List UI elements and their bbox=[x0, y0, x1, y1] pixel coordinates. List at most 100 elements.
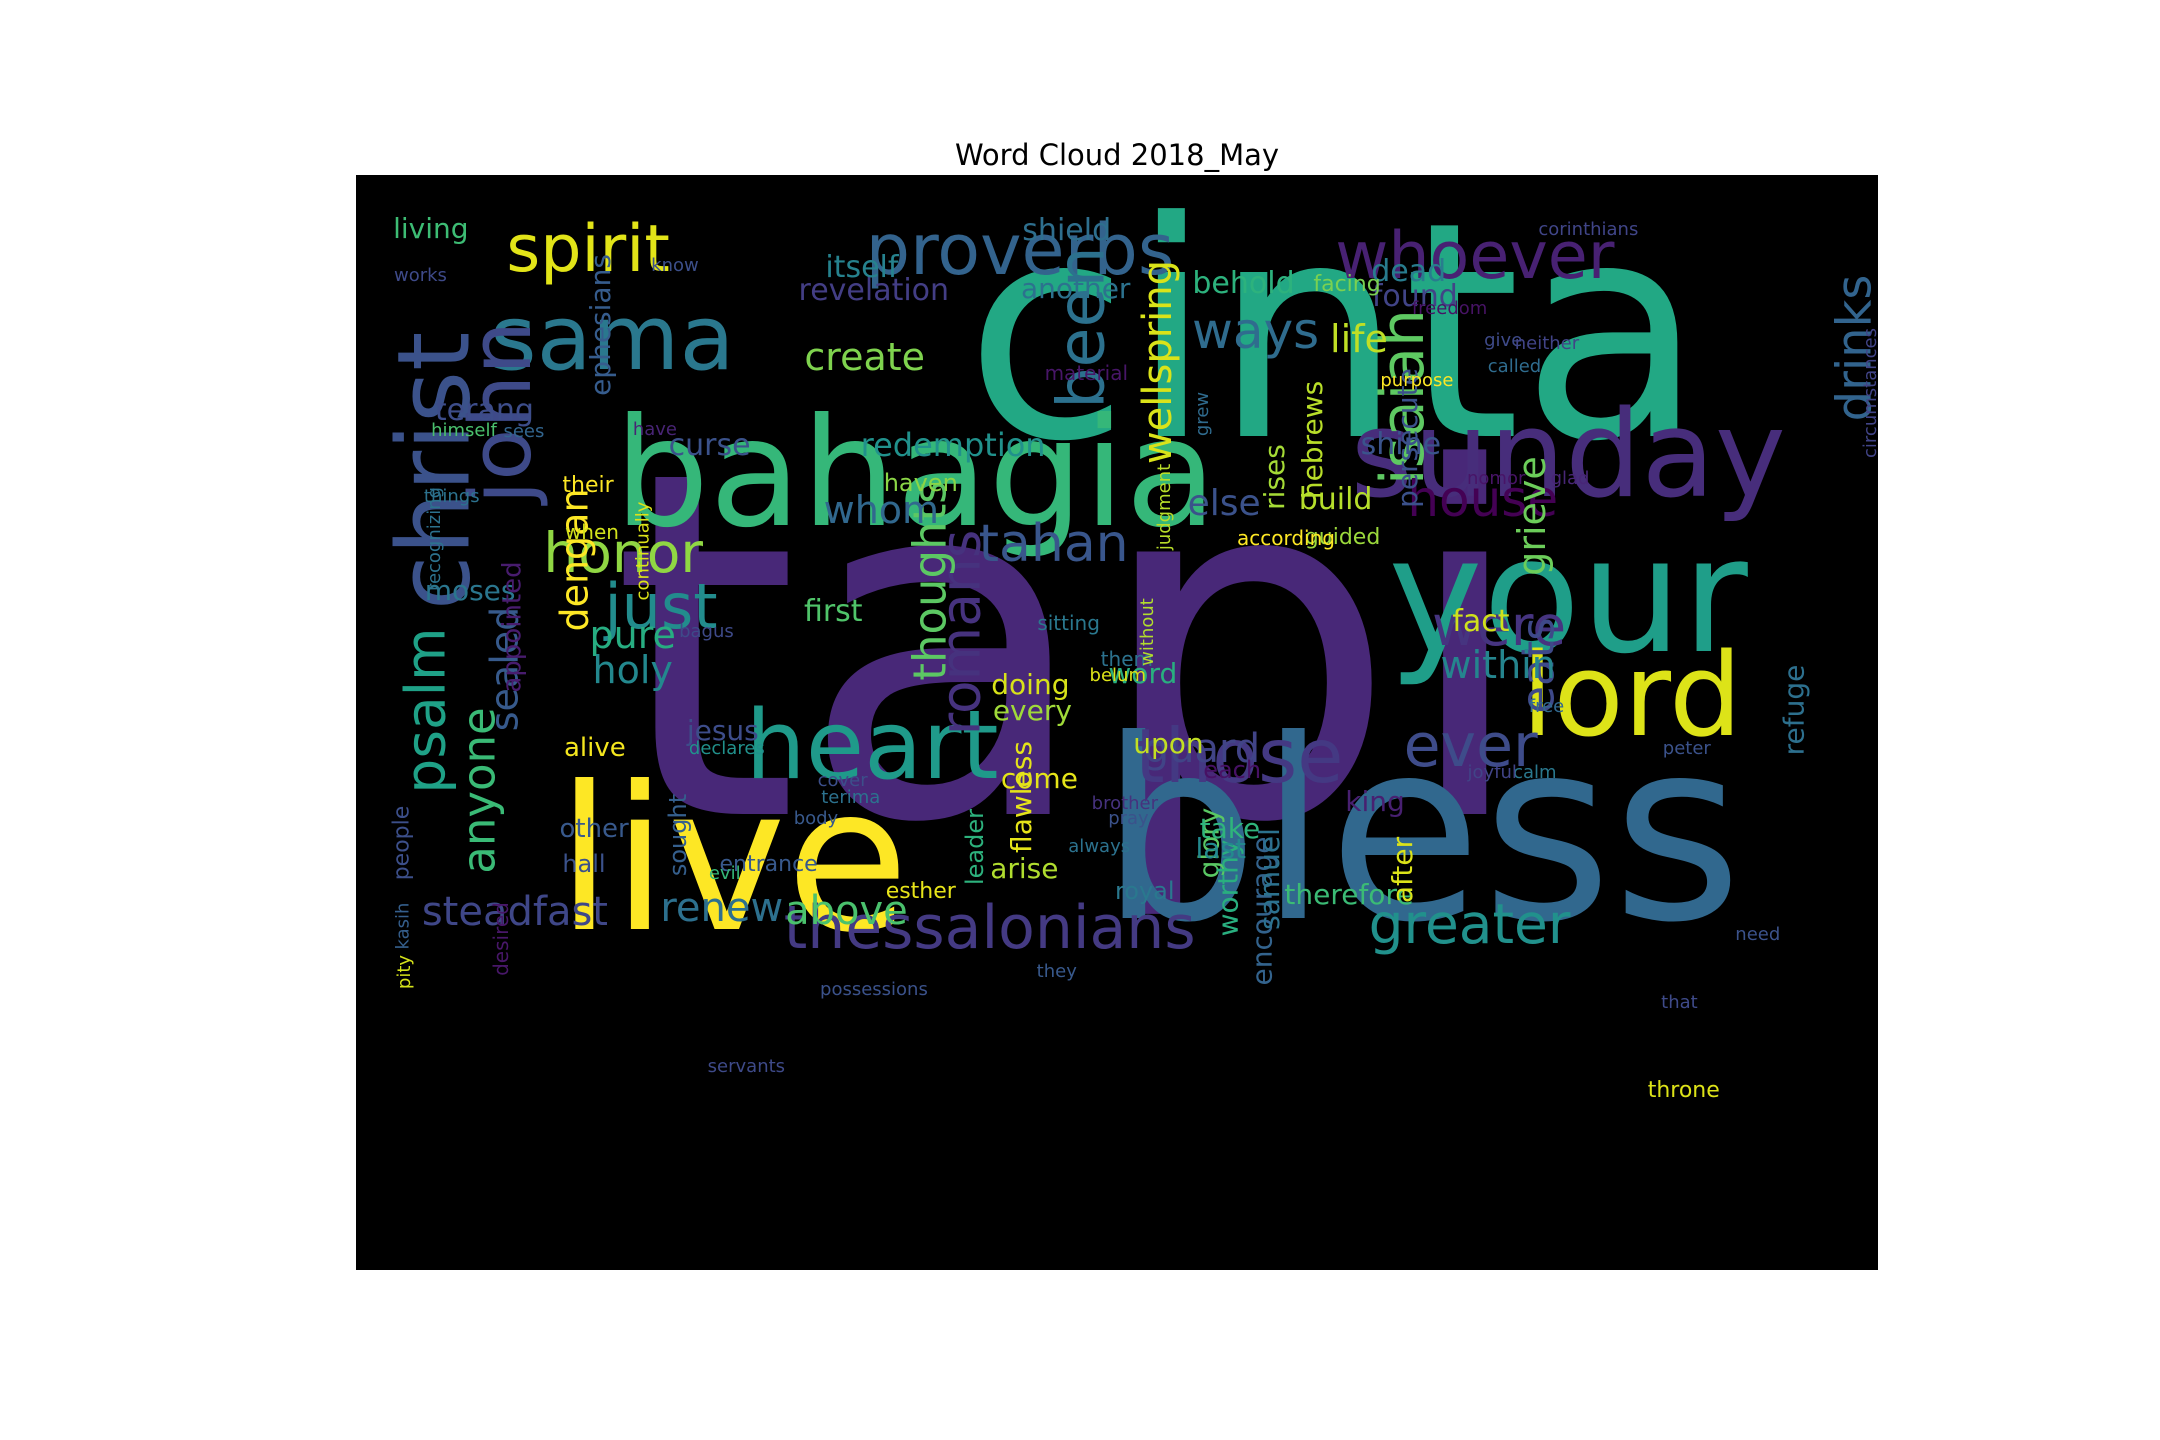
word-terang: terang bbox=[434, 393, 534, 429]
word-need: need bbox=[1735, 924, 1781, 946]
word-therefore: therefore bbox=[1284, 877, 1414, 911]
word-revelation: revelation bbox=[798, 272, 950, 308]
word-servants: servants bbox=[707, 1056, 786, 1078]
word-possessions: possessions bbox=[820, 979, 928, 1001]
word-facing: facing bbox=[1313, 272, 1381, 298]
word-declares: declares bbox=[688, 737, 765, 759]
word-body: body bbox=[793, 807, 839, 829]
word-pure: pure bbox=[589, 613, 676, 658]
word-sama: sama bbox=[489, 286, 735, 392]
word-know: know bbox=[651, 255, 699, 277]
word-jesus: jesus bbox=[686, 713, 759, 747]
word-ways: ways bbox=[1192, 302, 1320, 361]
word-material: material bbox=[1044, 360, 1129, 385]
word-above: above bbox=[785, 888, 908, 935]
word-works: works bbox=[393, 265, 447, 287]
word-give: give bbox=[1484, 330, 1523, 352]
word-dengan: dengan bbox=[552, 488, 597, 632]
word-king: king bbox=[1345, 784, 1405, 818]
word-pray: pray bbox=[1108, 807, 1149, 829]
word-belum: belum bbox=[1089, 664, 1146, 686]
word-dead: dead bbox=[1371, 254, 1447, 290]
word-your: your bbox=[1388, 501, 1748, 689]
word-calm: calm bbox=[1513, 762, 1557, 784]
word-greater: greater bbox=[1368, 891, 1571, 956]
word-them: them bbox=[1100, 646, 1153, 671]
word-house: house bbox=[1407, 470, 1559, 529]
word-throne: throne bbox=[1647, 1078, 1720, 1103]
word-psalm: psalm bbox=[393, 627, 458, 794]
word-joyful: joyful bbox=[1467, 762, 1517, 784]
word-free: free bbox=[1528, 696, 1565, 718]
word-they: they bbox=[1036, 960, 1077, 982]
word-cinta: cinta bbox=[964, 175, 1705, 508]
word-whoever: whoever bbox=[1335, 218, 1615, 294]
word-desired: desired bbox=[488, 902, 513, 976]
word-holy: holy bbox=[592, 647, 673, 692]
word-called: called bbox=[1487, 355, 1542, 377]
word-found: found bbox=[1371, 278, 1458, 314]
word-last: last bbox=[1195, 832, 1247, 866]
word-evil: evil bbox=[708, 862, 741, 884]
word-another: another bbox=[1020, 271, 1131, 305]
word-each: each bbox=[1203, 756, 1262, 785]
word-glad: glad bbox=[1550, 468, 1590, 490]
word-haven: haven bbox=[883, 469, 958, 498]
word-ephesians: ephesians bbox=[584, 253, 617, 396]
word-terima: terima bbox=[821, 787, 881, 808]
word-thessalonians: thessalonians bbox=[783, 893, 1196, 964]
word-have: have bbox=[632, 419, 678, 441]
word-cover: cover bbox=[817, 770, 868, 792]
word-brother: brother bbox=[1091, 792, 1159, 814]
word-shine: shine bbox=[1360, 426, 1442, 462]
word-itself: itself bbox=[825, 250, 899, 286]
word-peter: peter bbox=[1662, 737, 1711, 759]
word-refuge: refuge bbox=[1777, 664, 1811, 756]
word-bahagia: bahagia bbox=[614, 387, 1218, 562]
word-build: build bbox=[1298, 482, 1373, 518]
word-circumstances: circumstances bbox=[1860, 327, 1878, 458]
word-pity: pity bbox=[394, 954, 416, 989]
word-every: every bbox=[992, 694, 1072, 728]
word-bagus: bagus bbox=[679, 621, 734, 643]
word-shield: shield bbox=[1022, 212, 1112, 248]
word-curse: curse bbox=[668, 427, 751, 463]
word-judgment: judgment bbox=[1154, 463, 1176, 551]
word-moses: moses bbox=[424, 573, 516, 607]
word-without: without bbox=[1136, 598, 1158, 667]
word-lord: lord bbox=[1521, 628, 1743, 763]
word-samuel: samuel bbox=[1252, 828, 1286, 930]
word-arise: arise bbox=[990, 852, 1059, 886]
word-purpose: purpose bbox=[1380, 369, 1454, 391]
word-anyone: anyone bbox=[453, 706, 507, 874]
word-were: were bbox=[1432, 593, 1567, 658]
word-kasih: kasih bbox=[392, 902, 414, 950]
word-other: other bbox=[559, 813, 629, 844]
word-steadfast: steadfast bbox=[421, 889, 608, 936]
word-spirit: spirit bbox=[506, 212, 670, 288]
word-create: create bbox=[804, 335, 926, 380]
chart-title: Word Cloud 2018_May bbox=[954, 138, 1280, 172]
word-fact: fact bbox=[1452, 604, 1510, 640]
word-hall: hall bbox=[562, 850, 606, 879]
word-sought: sought bbox=[664, 793, 693, 876]
word-sees: sees bbox=[503, 421, 545, 443]
word-honor: honor bbox=[543, 520, 704, 585]
word-first: first bbox=[803, 593, 863, 629]
word-entrance: entrance bbox=[719, 852, 818, 878]
word-people: people bbox=[388, 806, 414, 881]
word-corinthians: corinthians bbox=[1538, 218, 1639, 240]
word-sunday: sunday bbox=[1350, 385, 1786, 525]
word-upon: upon bbox=[1133, 726, 1204, 760]
word-guided: guided bbox=[1304, 524, 1381, 550]
word-whom: whom bbox=[823, 487, 940, 532]
word-those: those bbox=[1135, 712, 1344, 801]
word-renew: renew bbox=[660, 884, 784, 931]
word-within: within bbox=[1440, 642, 1556, 687]
word-alive: alive bbox=[563, 732, 626, 763]
word-proverbs: proverbs bbox=[865, 208, 1175, 291]
word-wellspring: wellspring bbox=[1135, 259, 1182, 465]
word-doing: doing bbox=[991, 667, 1070, 701]
word-life: life bbox=[1330, 317, 1388, 362]
word-come: come bbox=[1000, 762, 1078, 796]
